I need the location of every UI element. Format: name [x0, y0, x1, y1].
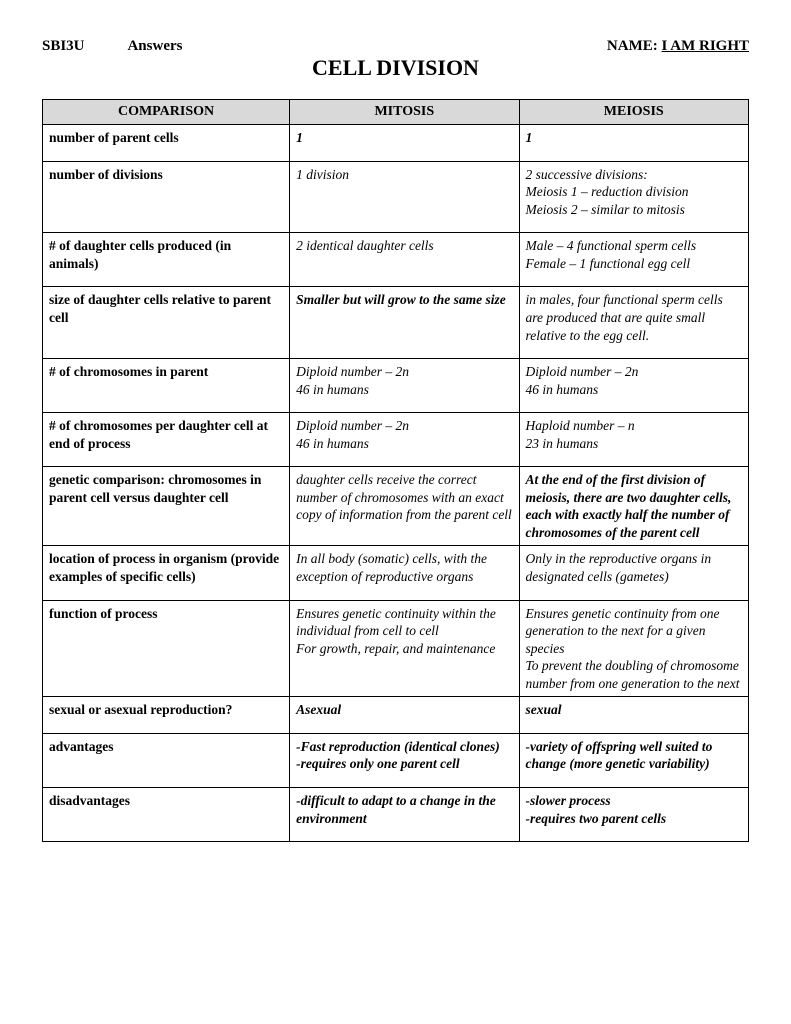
table-row: number of parent cells 1 1 — [43, 125, 749, 162]
meiosis-cell: -variety of offspring well suited to cha… — [519, 733, 748, 787]
col-mitosis: MITOSIS — [290, 100, 519, 125]
mitosis-cell: 1 — [290, 125, 519, 162]
row-label: # of chromosomes in parent — [43, 359, 290, 413]
row-label: sexual or asexual reproduction? — [43, 697, 290, 734]
table-row: # of daughter cells produced (in animals… — [43, 233, 749, 287]
header-right: NAME: I AM RIGHT — [607, 38, 749, 55]
mitosis-cell: -Fast reproduction (identical clones)-re… — [290, 733, 519, 787]
row-label: # of chromosomes per daughter cell at en… — [43, 413, 290, 467]
answers-label: Answers — [127, 38, 182, 54]
mitosis-cell: Smaller but will grow to the same size — [290, 287, 519, 359]
table-row: size of daughter cells relative to paren… — [43, 287, 749, 359]
mitosis-cell: In all body (somatic) cells, with the ex… — [290, 546, 519, 600]
meiosis-cell: Only in the reproductive organs in desig… — [519, 546, 748, 600]
meiosis-cell: Male – 4 functional sperm cellsFemale – … — [519, 233, 748, 287]
table-row: location of process in organism (provide… — [43, 546, 749, 600]
table-row: disadvantages -difficult to adapt to a c… — [43, 787, 749, 841]
meiosis-cell: Haploid number – n23 in humans — [519, 413, 748, 467]
row-label: genetic comparison: chromosomes in paren… — [43, 467, 290, 546]
table-row: advantages -Fast reproduction (identical… — [43, 733, 749, 787]
page-header: SBI3U Answers NAME: I AM RIGHT — [42, 38, 749, 55]
meiosis-cell: Diploid number – 2n46 in humans — [519, 359, 748, 413]
mitosis-cell: Diploid number – 2n46 in humans — [290, 413, 519, 467]
mitosis-cell: Ensures genetic continuity within the in… — [290, 600, 519, 697]
row-label: size of daughter cells relative to paren… — [43, 287, 290, 359]
row-label: location of process in organism (provide… — [43, 546, 290, 600]
comparison-table: COMPARISON MITOSIS MEIOSIS number of par… — [42, 99, 749, 842]
mitosis-cell: daughter cells receive the correct numbe… — [290, 467, 519, 546]
meiosis-cell: At the end of the first division of meio… — [519, 467, 748, 546]
meiosis-cell: -slower process-requires two parent cell… — [519, 787, 748, 841]
meiosis-cell: 2 successive divisions:Meiosis 1 – reduc… — [519, 161, 748, 233]
name-label: NAME: — [607, 38, 662, 54]
mitosis-cell: Diploid number – 2n46 in humans — [290, 359, 519, 413]
table-row: function of process Ensures genetic cont… — [43, 600, 749, 697]
mitosis-cell: 1 division — [290, 161, 519, 233]
table-row: # of chromosomes per daughter cell at en… — [43, 413, 749, 467]
col-meiosis: MEIOSIS — [519, 100, 748, 125]
meiosis-cell: 1 — [519, 125, 748, 162]
row-label: advantages — [43, 733, 290, 787]
name-value: I AM RIGHT — [661, 38, 749, 54]
meiosis-cell: sexual — [519, 697, 748, 734]
row-label: function of process — [43, 600, 290, 697]
table-row: sexual or asexual reproduction? Asexual … — [43, 697, 749, 734]
mitosis-cell: -difficult to adapt to a change in the e… — [290, 787, 519, 841]
row-label: number of parent cells — [43, 125, 290, 162]
table-row: # of chromosomes in parent Diploid numbe… — [43, 359, 749, 413]
table-row: genetic comparison: chromosomes in paren… — [43, 467, 749, 546]
course-code: SBI3U — [42, 38, 85, 54]
mitosis-cell: Asexual — [290, 697, 519, 734]
table-header-row: COMPARISON MITOSIS MEIOSIS — [43, 100, 749, 125]
page-title: CELL DIVISION — [42, 55, 749, 81]
meiosis-cell: in males, four functional sperm cells ar… — [519, 287, 748, 359]
mitosis-cell: 2 identical daughter cells — [290, 233, 519, 287]
meiosis-cell: Ensures genetic continuity from one gene… — [519, 600, 748, 697]
row-label: number of divisions — [43, 161, 290, 233]
col-comparison: COMPARISON — [43, 100, 290, 125]
row-label: disadvantages — [43, 787, 290, 841]
table-row: number of divisions 1 division 2 success… — [43, 161, 749, 233]
row-label: # of daughter cells produced (in animals… — [43, 233, 290, 287]
header-left: SBI3U Answers — [42, 38, 182, 55]
